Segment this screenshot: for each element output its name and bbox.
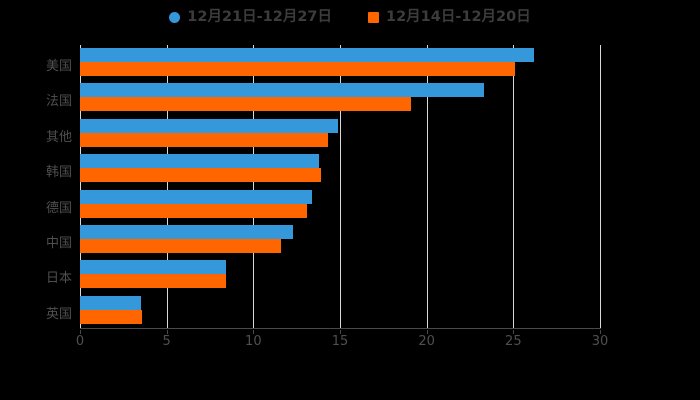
x-tick-mark-15: [340, 330, 341, 334]
gridline-x-5: [166, 45, 168, 328]
x-tick-label-5: 5: [162, 334, 171, 349]
x-tick-mark-10: [253, 330, 255, 334]
x-axis-tick-labels: 0 5 10 15 20 25 30: [0, 330, 700, 354]
legend-item-series-1[interactable]: 12月14日-12月20日: [368, 10, 531, 25]
bar-其他-series-0[interactable]: [80, 118, 339, 133]
bar-美国-series-0[interactable]: [80, 48, 535, 62]
x-tick-label-10: 10: [245, 334, 262, 349]
legend-item-series-0[interactable]: 12月21日-12月27日: [169, 10, 332, 25]
bar-group: [80, 295, 600, 324]
bar-group: [80, 224, 600, 253]
bar-group: [80, 260, 600, 289]
bar-日本-series-0[interactable]: [80, 260, 226, 275]
y-axis-label-其他: 其他: [45, 129, 72, 145]
chart-legend: 12月21日-12月27日 12月14日-12月20日: [0, 4, 700, 30]
bar-德国-series-1[interactable]: [80, 203, 308, 218]
bar-其他-series-1[interactable]: [80, 132, 328, 147]
bar-日本-series-1[interactable]: [80, 274, 226, 289]
bar-group: [80, 189, 600, 218]
x-tick-label-15: 15: [331, 334, 349, 349]
y-axis-labels: 美国法国其他韩国德国中国日本英国: [0, 45, 700, 328]
gridline-x-15: [340, 45, 341, 328]
bar-法国-series-0[interactable]: [80, 83, 484, 98]
x-tick-label-25: 25: [505, 334, 522, 349]
y-axis-label-美国: 美国: [45, 59, 72, 74]
gridline-x-10: [253, 45, 255, 328]
legend-label-series-0: 12月21日-12月27日: [187, 8, 332, 25]
bar-法国-series-1[interactable]: [80, 97, 412, 112]
bar-英国-series-1[interactable]: [80, 309, 143, 324]
legend-marker-orange-square-icon: [368, 11, 379, 23]
bar-group: [80, 48, 600, 76]
y-axis-label-韩国: 韩国: [45, 165, 72, 181]
x-tick-label-20: 20: [418, 334, 435, 349]
x-axis-line: [80, 328, 601, 329]
bar-韩国-series-1[interactable]: [80, 168, 321, 183]
x-tick-label-0: 0: [75, 334, 85, 349]
y-axis-label-德国: 德国: [45, 200, 72, 216]
y-axis-label-英国: 英国: [45, 306, 72, 322]
x-tick-mark-20: [426, 330, 428, 334]
bar-德国-series-0[interactable]: [80, 189, 313, 204]
y-axis-label-中国: 中国: [45, 235, 72, 251]
bar-group: [80, 118, 600, 147]
x-tick-mark-0: [80, 330, 81, 334]
legend-label-series-1: 12月14日-12月20日: [386, 8, 531, 25]
plot-area: [80, 45, 601, 328]
gridline-x-20: [426, 45, 428, 328]
x-tick-mark-5: [166, 330, 168, 334]
bar-中国-series-1[interactable]: [80, 238, 282, 253]
bar-group: [80, 83, 600, 112]
gridline-x-0: [80, 45, 81, 328]
y-axis-label-法国: 法国: [45, 94, 72, 110]
y-axis-label-日本: 日本: [45, 271, 72, 287]
gridline-x-25: [513, 45, 515, 328]
gridline-x-30: [600, 45, 601, 328]
bar-英国-series-0[interactable]: [80, 295, 141, 310]
x-tick-label-30: 30: [591, 334, 609, 349]
bar-中国-series-0[interactable]: [80, 224, 294, 239]
x-tick-mark-25: [513, 330, 515, 334]
bar-韩国-series-0[interactable]: [80, 154, 320, 169]
legend-marker-blue-circle-icon: [169, 11, 181, 23]
bar-group: [80, 154, 600, 183]
bar-美国-series-1[interactable]: [80, 62, 516, 76]
x-tick-mark-30: [600, 330, 601, 334]
